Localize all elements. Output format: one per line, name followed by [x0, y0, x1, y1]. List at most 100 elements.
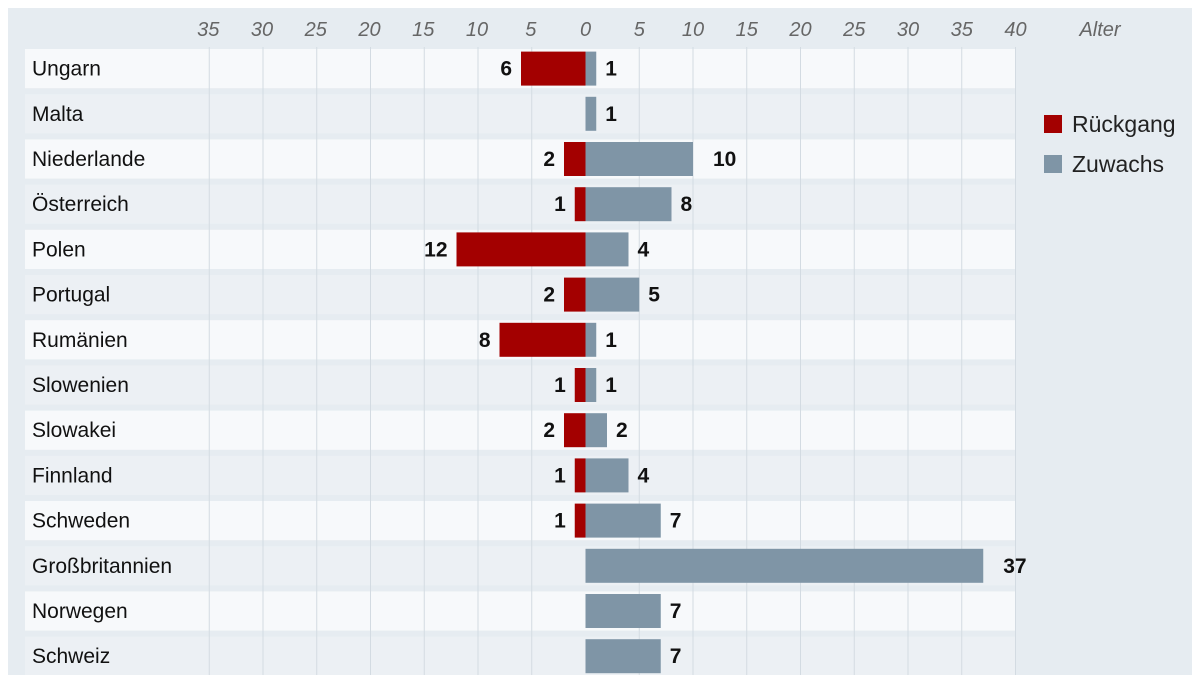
bar-rueckgang	[574, 458, 586, 493]
tick-label: 10	[682, 19, 704, 41]
value-label-zuwachs: 7	[670, 510, 682, 533]
legend-label: Rückgang	[1072, 111, 1176, 137]
bar-zuwachs	[585, 368, 597, 402]
row-band	[25, 275, 1015, 315]
value-label-rueckgang: 2	[543, 148, 555, 171]
value-label-rueckgang: 2	[543, 419, 555, 442]
row-band	[25, 455, 1015, 495]
value-label-zuwachs: 1	[605, 374, 617, 397]
row-band	[25, 49, 1015, 89]
bar-zuwachs	[585, 413, 607, 448]
value-label-zuwachs: 10	[713, 148, 736, 171]
axis-ticks: 35 30 25 20 15 10 5 0 5 10 15 20 25 30 35 40	[197, 19, 1027, 41]
row-band	[25, 94, 1015, 134]
category-label: Österreich	[32, 193, 129, 216]
bar-zuwachs	[585, 594, 661, 628]
value-label-zuwachs: 2	[616, 419, 628, 442]
bar-rueckgang	[564, 277, 586, 312]
row-band	[25, 501, 1015, 541]
value-label-zuwachs: 8	[681, 193, 693, 216]
value-label-rueckgang: 1	[554, 374, 566, 397]
value-label-zuwachs: 1	[605, 329, 617, 352]
tick-label: 35	[951, 19, 974, 41]
value-label-zuwachs: 1	[605, 103, 617, 126]
legend-label: Zuwachs	[1072, 151, 1164, 177]
category-label: Slowenien	[32, 374, 129, 397]
category-label: Portugal	[32, 284, 110, 307]
value-label-zuwachs: 1	[605, 58, 617, 81]
category-label: Polen	[32, 238, 86, 261]
legend-swatch	[1044, 115, 1062, 133]
category-labels: Ungarn Malta Niederlande Österreich Polen Por…	[32, 58, 172, 669]
row-band	[25, 591, 1015, 631]
value-label-zuwachs: 4	[638, 464, 650, 487]
tick-label: 30	[897, 19, 919, 41]
axis-label: Alter	[1078, 19, 1121, 41]
bar-zuwachs	[585, 503, 661, 538]
value-label-rueckgang: 12	[424, 238, 447, 261]
value-label-zuwachs: 5	[648, 284, 660, 307]
bar-zuwachs	[585, 548, 984, 583]
bar-zuwachs	[585, 232, 629, 267]
value-label-rueckgang: 2	[543, 284, 555, 307]
value-label-zuwachs: 7	[670, 600, 682, 623]
tick-label: 25	[842, 19, 866, 41]
tick-label: 10	[466, 19, 488, 41]
value-label-rueckgang: 1	[554, 193, 566, 216]
category-label: Schweden	[32, 510, 130, 533]
tick-label: 5	[634, 19, 646, 41]
tick-label: 15	[736, 19, 759, 41]
tick-label: 20	[788, 19, 811, 41]
tick-label: 35	[197, 19, 220, 41]
tick-label: 15	[412, 19, 435, 41]
category-label: Malta	[32, 103, 84, 126]
category-label: Großbritannien	[32, 555, 172, 578]
value-label-zuwachs: 4	[638, 238, 650, 261]
bar-zuwachs	[585, 142, 693, 176]
tick-label: 5	[525, 19, 537, 41]
tick-label: 30	[251, 19, 273, 41]
bar-rueckgang	[564, 142, 586, 176]
category-label: Ungarn	[32, 58, 101, 81]
value-label-rueckgang: 8	[479, 329, 491, 352]
tick-label: 20	[357, 19, 380, 41]
bar-zuwachs	[585, 322, 597, 357]
category-label: Niederlande	[32, 148, 145, 171]
value-label-rueckgang: 1	[554, 464, 566, 487]
bar-zuwachs	[585, 187, 672, 222]
category-label: Finnland	[32, 464, 113, 487]
tick-label: 0	[580, 19, 591, 41]
legend-swatch	[1044, 155, 1062, 173]
value-label-rueckgang: 1	[554, 510, 566, 533]
tick-label: 40	[1004, 19, 1026, 41]
value-label-zuwachs: 7	[670, 645, 682, 668]
bar-rueckgang	[574, 503, 586, 538]
category-label: Schweiz	[32, 645, 110, 668]
bar-zuwachs	[585, 96, 597, 131]
row-band	[25, 365, 1015, 405]
bar-zuwachs	[585, 639, 661, 674]
row-band	[25, 139, 1015, 179]
tick-label: 25	[304, 19, 328, 41]
bar-rueckgang	[574, 368, 586, 402]
row-band	[25, 184, 1015, 224]
bar-zuwachs	[585, 458, 629, 493]
category-label: Norwegen	[32, 600, 128, 623]
legend: Rückgang Zuwachs	[1044, 111, 1176, 177]
bar-zuwachs	[585, 277, 640, 312]
bar-rueckgang	[564, 413, 586, 448]
bar-rueckgang	[521, 51, 586, 86]
row-bands	[25, 49, 1015, 675]
category-label: Rumänien	[32, 329, 128, 352]
bar-rueckgang	[499, 322, 586, 357]
category-label: Slowakei	[32, 419, 116, 442]
bar-zuwachs	[585, 51, 597, 86]
bar-rueckgang	[456, 232, 586, 267]
bar-rueckgang	[574, 187, 586, 222]
value-label-rueckgang: 6	[500, 58, 512, 81]
row-band	[25, 410, 1015, 450]
row-band	[25, 636, 1015, 675]
value-label-zuwachs: 37	[1003, 555, 1026, 578]
